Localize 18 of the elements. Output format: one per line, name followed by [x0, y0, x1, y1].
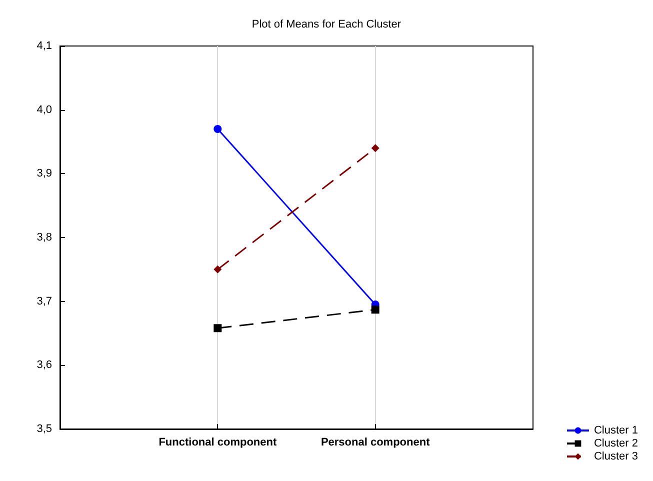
y-tick-label: 3,8	[36, 232, 52, 244]
y-tick-label: 3,7	[36, 295, 52, 308]
y-tick-label: 3,5	[36, 423, 52, 435]
point	[214, 324, 222, 332]
chart-title: Plot of Means for Each Cluster	[252, 18, 402, 30]
y-tick-label: 4,0	[36, 104, 52, 116]
y-tick-label: 3,6	[36, 359, 52, 372]
point	[214, 124, 222, 133]
legend-label: Cluster 3	[594, 450, 638, 462]
y-tick-label: 3,9	[36, 168, 52, 180]
point	[214, 265, 222, 274]
x-tick-label: Personal component	[320, 436, 430, 448]
point	[371, 144, 380, 152]
legend-label: Cluster 1	[594, 424, 638, 436]
point	[371, 306, 380, 314]
y-tick-label: 4,1	[36, 40, 52, 52]
x-tick-label: Functional component	[158, 436, 277, 448]
legend-label: Cluster 2	[594, 438, 638, 450]
